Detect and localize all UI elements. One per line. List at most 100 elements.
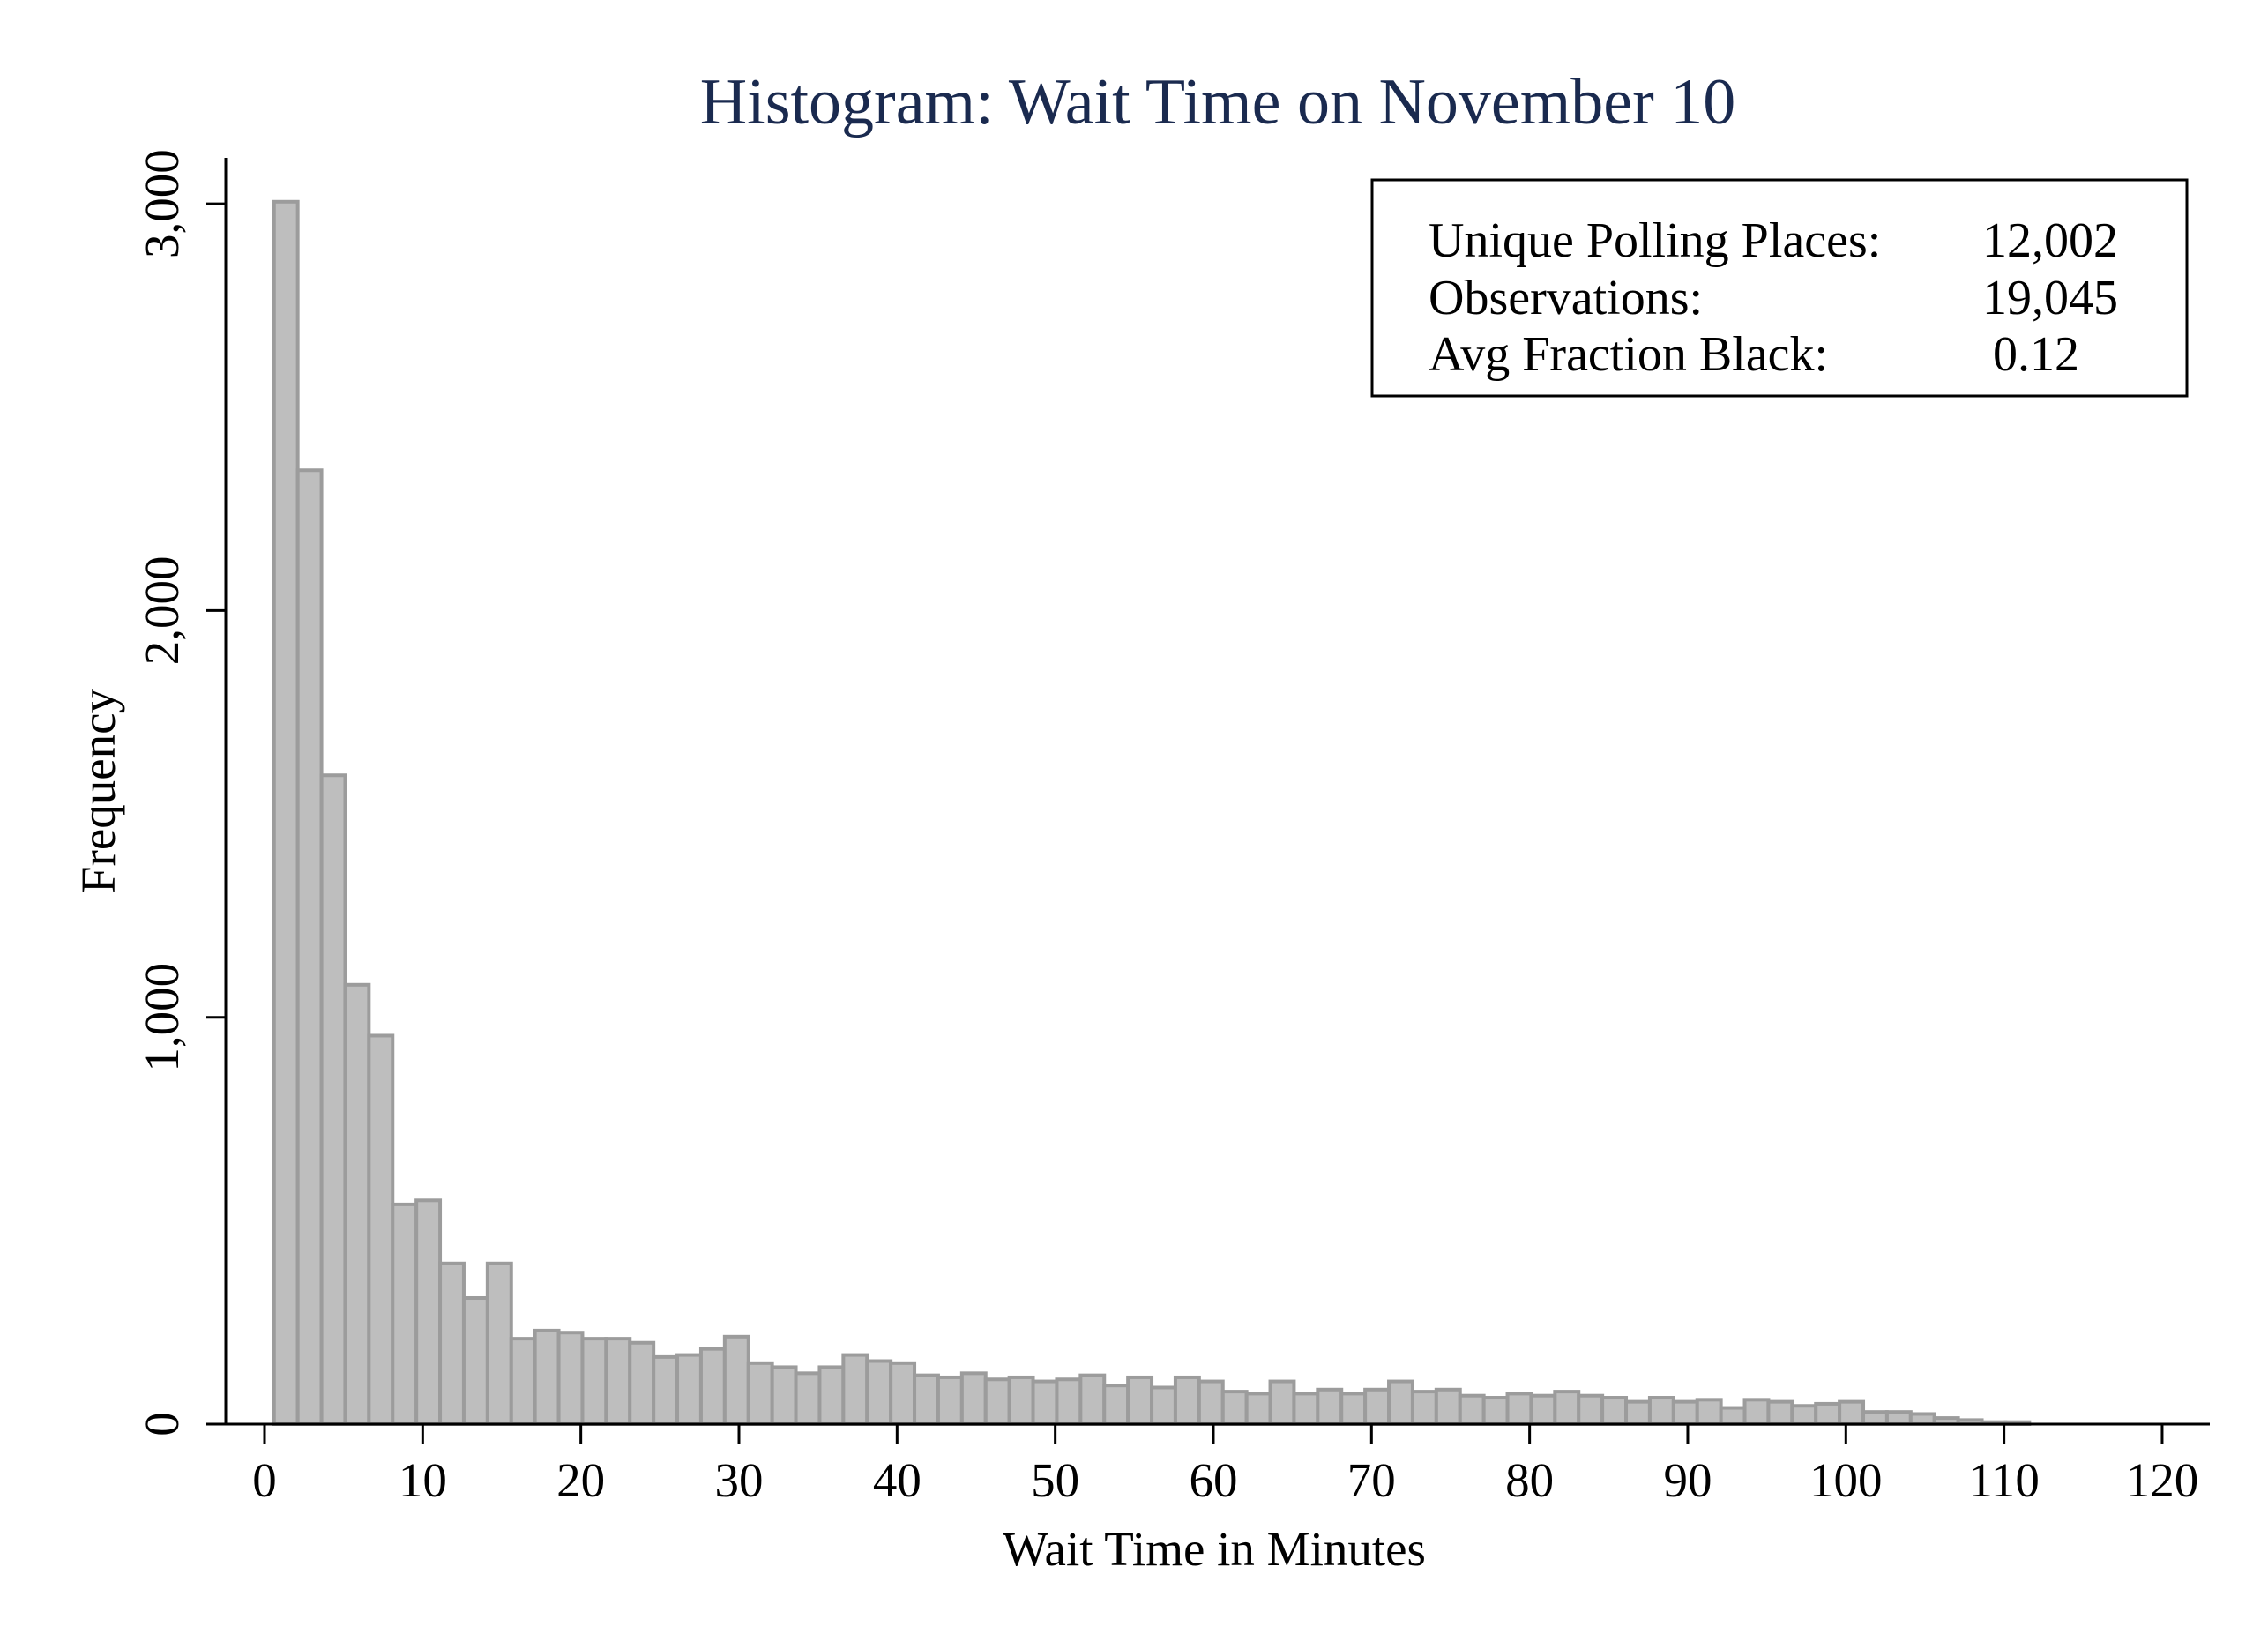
histogram-bar bbox=[1766, 1399, 1794, 1427]
y-tick-label: 3,000 bbox=[135, 149, 189, 258]
histogram-bar bbox=[461, 1295, 489, 1426]
x-tick-label: 110 bbox=[1968, 1453, 2039, 1507]
y-axis-label: Frequency bbox=[71, 688, 125, 893]
histogram-bar bbox=[319, 773, 347, 1426]
histogram-bar bbox=[794, 1371, 822, 1427]
histogram-bar bbox=[889, 1361, 917, 1427]
x-tick-label: 70 bbox=[1347, 1453, 1396, 1507]
histogram-bar bbox=[343, 982, 371, 1427]
histogram-bar bbox=[1434, 1387, 1462, 1427]
histogram-bar bbox=[1244, 1392, 1272, 1426]
y-ticks: 0 1,000 2,000 3,000 bbox=[135, 149, 226, 1436]
y-tick-label: 2,000 bbox=[135, 556, 189, 666]
histogram-bar bbox=[1055, 1377, 1083, 1426]
histogram-bar bbox=[509, 1337, 537, 1426]
stats-value-observations: 19,045 bbox=[1982, 271, 2118, 325]
histogram-bar bbox=[272, 199, 300, 1427]
histogram-bar bbox=[1695, 1398, 1723, 1427]
histogram-bar bbox=[485, 1261, 513, 1426]
axes bbox=[224, 158, 2210, 1426]
histogram-bar bbox=[438, 1261, 466, 1426]
stats-box-frame bbox=[1370, 178, 2189, 398]
histogram-bar bbox=[1884, 1410, 1913, 1427]
x-axis-label: Wait Time in Minutes bbox=[1003, 1522, 1426, 1576]
stats-label-unique-polling-places: Unique Polling Places: bbox=[1429, 213, 1881, 268]
y-tick-label: 1,000 bbox=[135, 963, 189, 1072]
histogram-bar bbox=[1126, 1375, 1154, 1426]
x-ticks: 0 10 20 30 40 50 60 70 80 90 100 110 120 bbox=[252, 1424, 2198, 1507]
chart-title: Histogram: Wait Time on November 10 bbox=[700, 66, 1736, 138]
x-tick-label: 40 bbox=[873, 1453, 921, 1507]
histogram-bar bbox=[1339, 1392, 1368, 1426]
histogram-bar bbox=[1007, 1375, 1035, 1426]
histogram-bar bbox=[1814, 1401, 1842, 1427]
histogram-bar bbox=[1600, 1396, 1629, 1427]
stats-value-unique-polling-places: 12,002 bbox=[1982, 213, 2118, 268]
x-tick-label: 50 bbox=[1031, 1453, 1079, 1507]
stats-value-avg-fraction-black: 0.12 bbox=[1993, 327, 2079, 382]
histogram-bar bbox=[1458, 1393, 1486, 1426]
histogram-bar bbox=[1481, 1396, 1510, 1427]
stats-box: Unique Polling Places: 12,002 Observatio… bbox=[1370, 178, 2189, 398]
histogram-bar bbox=[1078, 1373, 1107, 1427]
histogram-bar bbox=[841, 1353, 869, 1426]
x-tick-label: 0 bbox=[252, 1453, 277, 1507]
histogram-bar bbox=[1268, 1379, 1296, 1426]
histogram-bar bbox=[652, 1354, 680, 1426]
histogram-bar bbox=[1505, 1392, 1533, 1426]
x-tick-label: 30 bbox=[714, 1453, 763, 1507]
histogram-bar bbox=[1908, 1412, 1936, 1427]
histogram-bar bbox=[391, 1202, 419, 1426]
x-tick-label: 20 bbox=[556, 1453, 605, 1507]
histogram-bar bbox=[1220, 1390, 1249, 1426]
histogram-bar bbox=[295, 468, 324, 1427]
histogram-bar bbox=[1742, 1398, 1771, 1427]
histogram-bar bbox=[675, 1353, 703, 1426]
histogram-bar bbox=[1838, 1399, 1866, 1427]
x-tick-label: 120 bbox=[2126, 1453, 2199, 1507]
histogram-bar bbox=[1173, 1375, 1201, 1426]
histogram-bar bbox=[1553, 1390, 1581, 1426]
histogram-bar bbox=[1671, 1399, 1699, 1427]
histogram-bar bbox=[1316, 1387, 1344, 1427]
histogram-bar bbox=[1292, 1392, 1320, 1426]
histogram-bar bbox=[1102, 1384, 1130, 1427]
histogram-bar bbox=[913, 1373, 940, 1427]
histogram-bar bbox=[1363, 1387, 1391, 1427]
histogram-bar bbox=[556, 1331, 585, 1427]
histogram-bar bbox=[698, 1347, 727, 1427]
histogram-bar bbox=[1529, 1393, 1557, 1426]
histogram-bars bbox=[272, 199, 2032, 1427]
histogram-bar bbox=[817, 1365, 846, 1426]
histogram-bar bbox=[959, 1371, 988, 1427]
x-tick-label: 80 bbox=[1505, 1453, 1554, 1507]
histogram-bar bbox=[367, 1033, 395, 1426]
histogram-bar bbox=[1031, 1379, 1059, 1426]
stats-label-avg-fraction-black: Avg Fraction Black: bbox=[1429, 327, 1828, 382]
histogram-bar bbox=[533, 1328, 561, 1426]
histogram-bar bbox=[414, 1198, 443, 1427]
stats-label-observations: Observations: bbox=[1429, 271, 1703, 325]
histogram-bar bbox=[628, 1340, 656, 1426]
histogram-bar bbox=[1719, 1406, 1747, 1426]
histogram-bar bbox=[865, 1359, 893, 1427]
x-tick-label: 100 bbox=[1809, 1453, 1883, 1507]
histogram-bar bbox=[1647, 1396, 1675, 1427]
x-tick-label: 10 bbox=[399, 1453, 447, 1507]
histogram-bar bbox=[1790, 1404, 1818, 1426]
histogram-bar bbox=[770, 1365, 798, 1426]
histogram-bar bbox=[1624, 1399, 1652, 1427]
histogram-bar bbox=[1197, 1379, 1225, 1426]
histogram-bar bbox=[604, 1337, 632, 1426]
histogram-bar bbox=[746, 1361, 774, 1427]
histogram-bar bbox=[580, 1337, 608, 1426]
histogram-bar bbox=[983, 1377, 1011, 1426]
histogram-bar bbox=[1410, 1390, 1438, 1426]
histogram-bar bbox=[722, 1334, 750, 1427]
histogram-bar bbox=[1861, 1410, 1889, 1427]
histogram-bar bbox=[936, 1375, 964, 1426]
y-tick-label: 0 bbox=[135, 1412, 189, 1436]
histogram-bar bbox=[1150, 1385, 1177, 1427]
histogram-bar bbox=[1577, 1393, 1605, 1426]
